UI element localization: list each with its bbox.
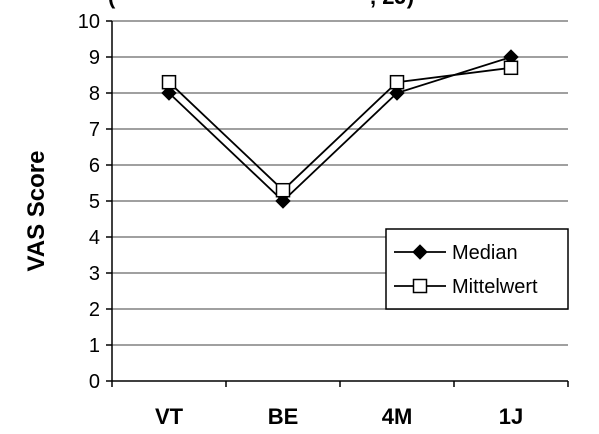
legend-box [385,228,569,310]
y-tick-labels: 0 1 2 3 4 5 6 7 8 9 10 [78,11,100,393]
legend-marker-mittelwert [412,278,428,294]
y-tick-label-7: 7 [89,119,100,141]
y-axis-title: VAS Score [23,151,50,272]
legend-label-mittelwert: Mittelwert [452,276,538,298]
y-tick-label-8: 8 [89,83,100,105]
point-median-VT [161,85,177,101]
series-line-mittelwert [168,66,512,192]
y-tick-label-5: 5 [89,191,100,213]
point-mittelwert-VT [161,74,177,90]
series-group [161,49,519,209]
point-mittelwert-BE [275,182,291,198]
x-tick-labels: VT BE 4M 1J [155,404,523,429]
legend-marker-median [412,244,428,260]
chart-title-fragment-left: ( [108,0,116,9]
y-tick-label-10: 10 [78,11,100,33]
y-tick-label-0: 0 [89,371,100,393]
legend-label-median: Median [452,242,518,264]
y-tick-label-4: 4 [89,227,100,249]
x-tick-label-BE: BE [268,404,299,429]
point-median-4M [389,85,405,101]
y-tick-label-9: 9 [89,47,100,69]
axes [106,20,569,387]
y-tick-label-2: 2 [89,299,100,321]
y-tick-label-1: 1 [89,335,100,357]
legend: Median Mittelwert [385,228,569,310]
point-mittelwert-4M [389,74,405,90]
y-tick-label-6: 6 [89,155,100,177]
chart-title-group: ( , 2J) [108,0,414,9]
x-tick-label-VT: VT [155,404,184,429]
point-mittelwert-1J [503,60,519,76]
y-tick-label-3: 3 [89,263,100,285]
x-tick-label-4M: 4M [382,404,413,429]
grid-lines [112,20,568,346]
chart-title-fragment-right: , 2J) [370,0,414,9]
x-tick-label-1J: 1J [499,404,523,429]
point-median-BE [275,193,291,209]
